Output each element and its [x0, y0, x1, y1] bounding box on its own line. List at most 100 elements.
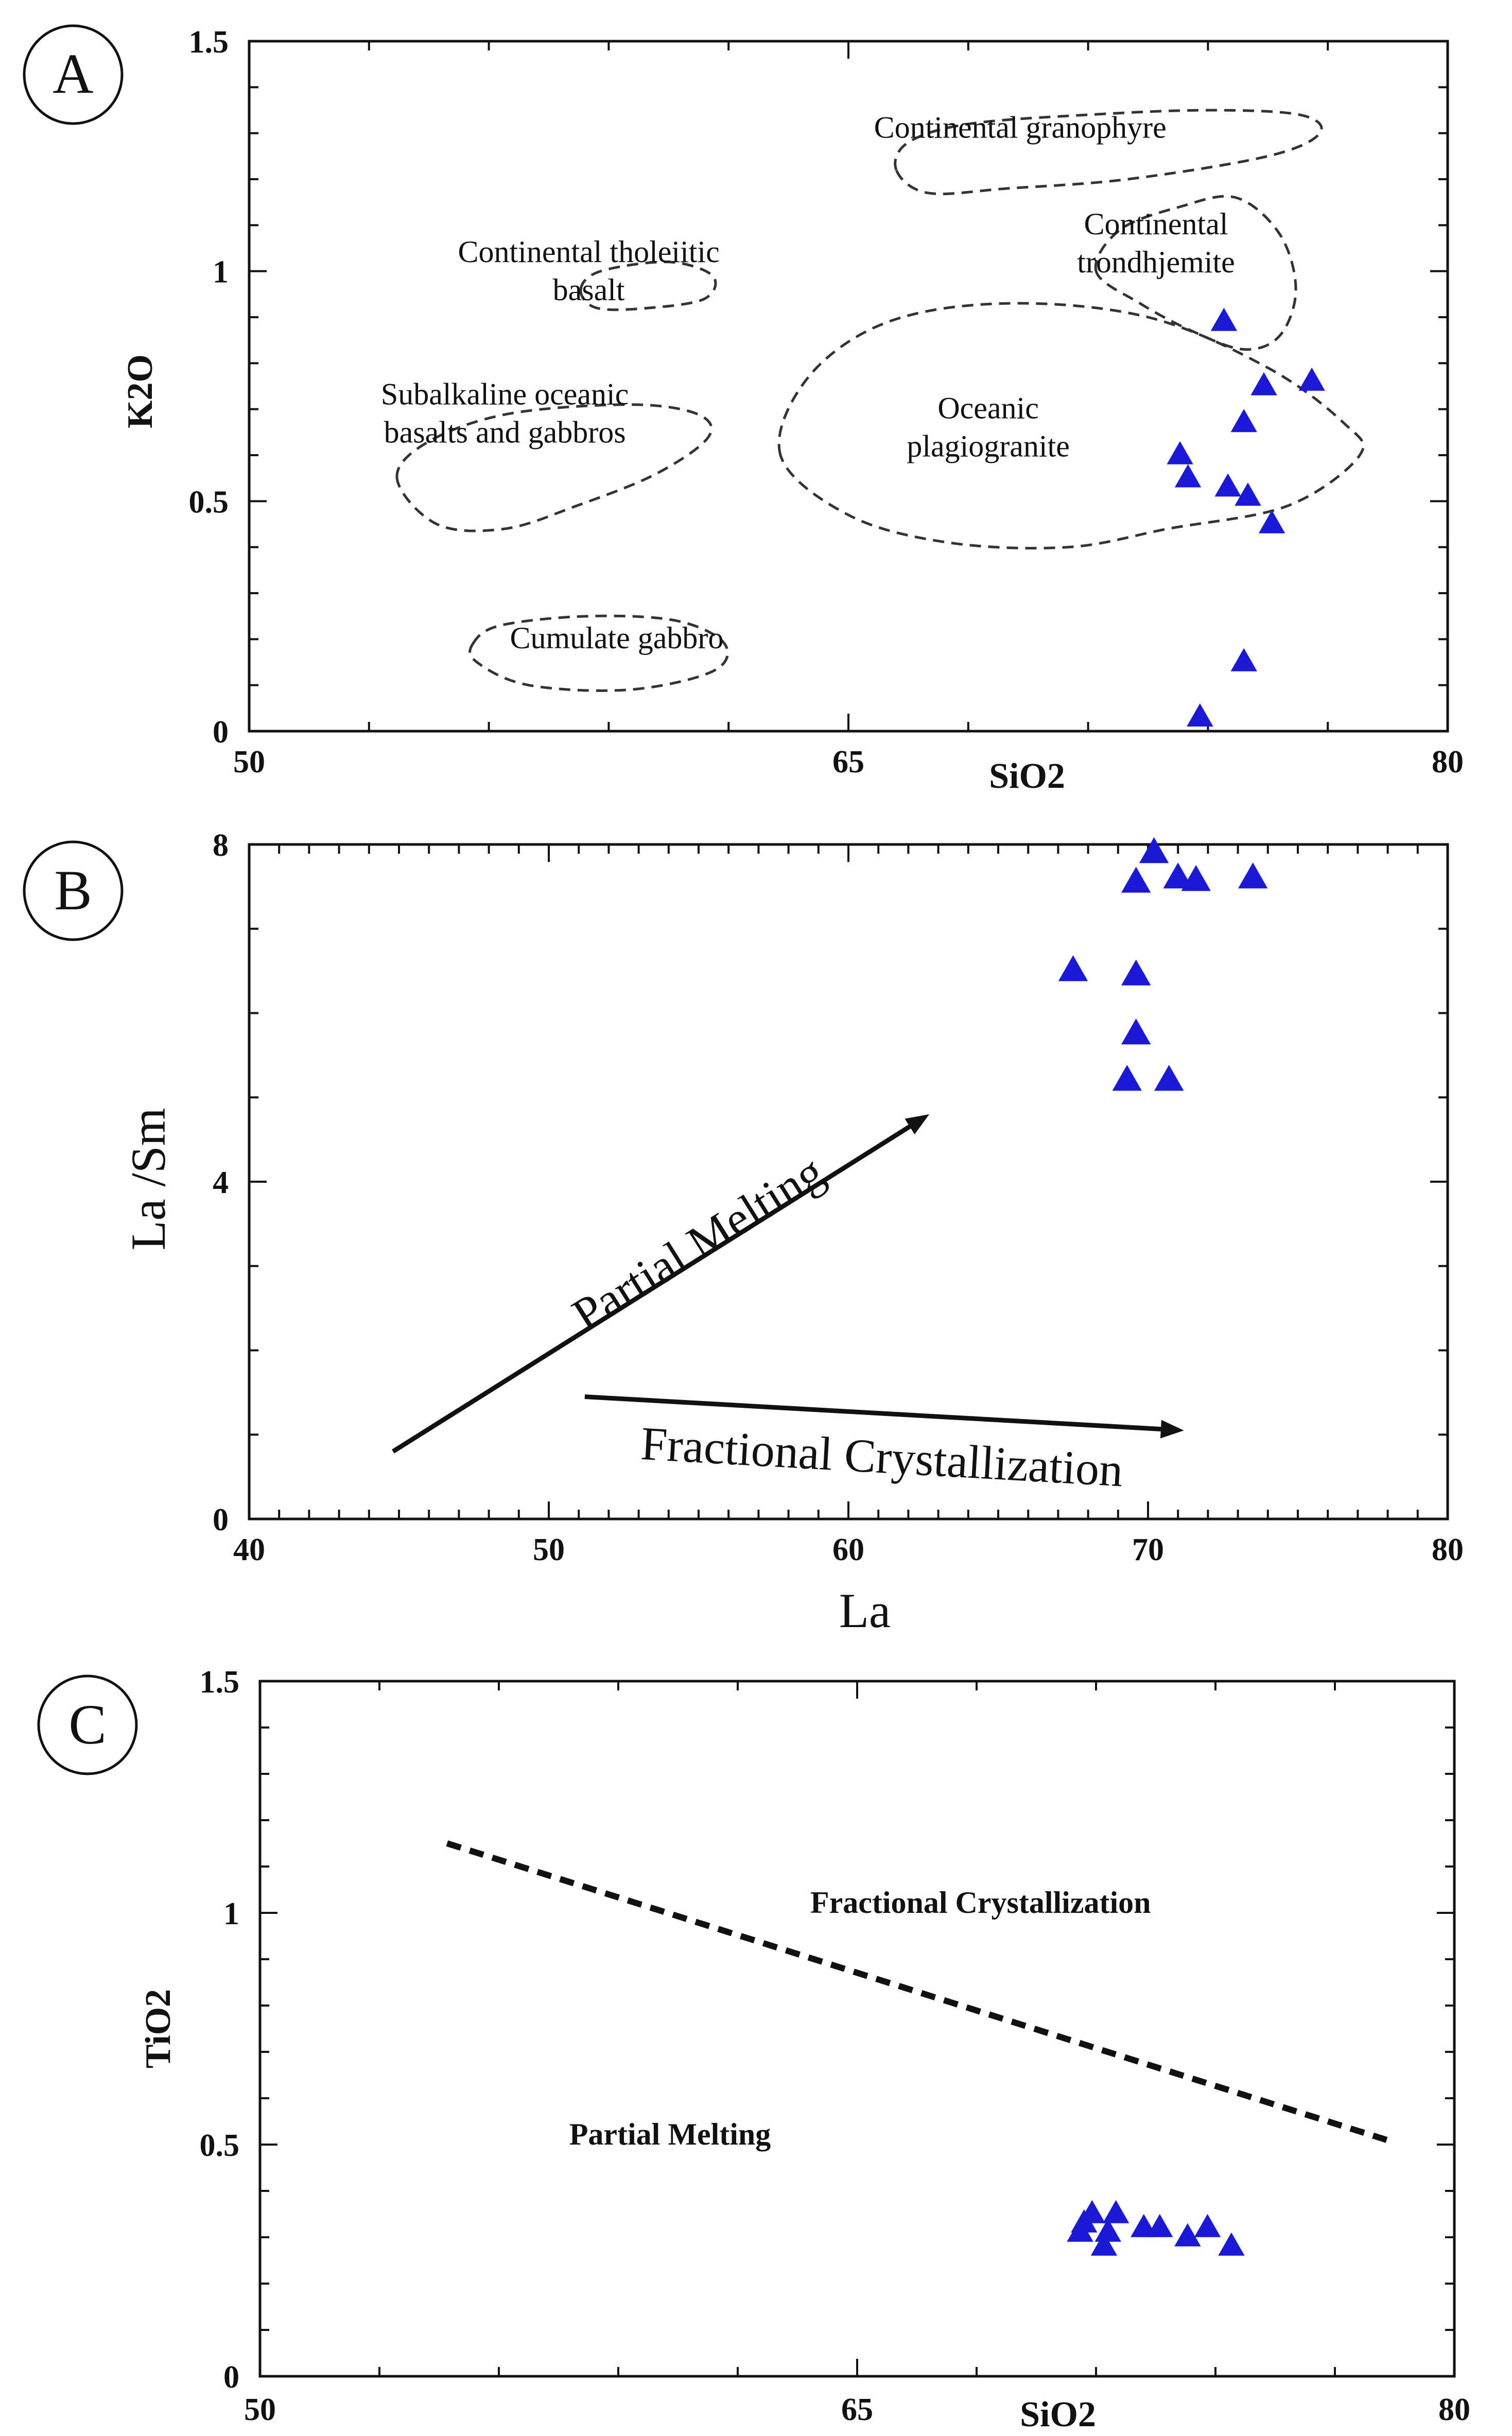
panel-b-label-circle [23, 840, 124, 941]
data-point-triangle [1214, 473, 1241, 497]
data-point-triangle [1146, 2214, 1173, 2237]
panel-b: B 40 50 60 70 80 0 4 8 Partial Melting Fractiona… [23, 828, 1464, 1638]
data-point-triangle [1121, 1018, 1151, 1045]
partial-melting-arrow-label: Partial Melting [563, 1145, 833, 1341]
data-point-triangle [1230, 409, 1257, 433]
partial-melting-arrow-line [391, 1125, 911, 1454]
data-point-triangle [1258, 510, 1285, 533]
data-point-triangle [1058, 955, 1088, 981]
field-label-continental-trondhjemite: trondhjemite [1077, 245, 1235, 279]
panel-a-y-axis-label: K2O [120, 354, 160, 428]
x-tick-label: 80 [1438, 2392, 1470, 2427]
panel-b-x-axis-label: La [839, 1583, 891, 1638]
field-label-continental-tholeiitic-basalt: Continental tholeiitic [458, 235, 719, 269]
y-tick-label: 0 [213, 1502, 229, 1537]
field-label-oceanic-plagiogranite: Oceanic [937, 391, 1039, 425]
panel-a-x-axis-label: SiO2 [989, 756, 1065, 796]
data-point-triangle [1194, 2214, 1221, 2237]
panel-a-fields: Continental granophyre Continental trondhj… [381, 109, 1365, 692]
data-point-triangle [1121, 959, 1151, 986]
data-point-triangle [1090, 2232, 1118, 2256]
panel-b-tick-labels: 40 50 60 70 80 0 4 8 [213, 828, 1464, 1567]
region-label-partial-melting: Partial Melting [569, 2117, 771, 2151]
y-tick-label: 1.5 [200, 1665, 240, 1700]
panel-c-plot-frame [258, 1680, 1456, 2378]
field-outline-continental-granophyre [894, 109, 1323, 196]
panel-a-markers [1167, 307, 1325, 727]
data-point-triangle [1154, 1065, 1184, 1091]
data-point-triangle [1218, 2232, 1245, 2256]
x-tick-label: 50 [244, 2392, 276, 2427]
y-tick-label: 0 [223, 2360, 239, 2395]
panel-a-ticks [248, 40, 1449, 732]
y-tick-label: 0 [213, 715, 229, 750]
data-point-triangle [1067, 2218, 1093, 2242]
partial-melting-arrow-head [905, 1114, 930, 1135]
field-label-cumulate-gabbro: Cumulate gabbro [510, 621, 723, 655]
panel-a-label-circle [23, 24, 124, 125]
fractional-crystallization-arrow-line [584, 1394, 1161, 1432]
data-point-triangle [1235, 482, 1261, 506]
field-outline-cumulate-gabbro [468, 614, 729, 692]
panel-a-label: A [53, 42, 93, 105]
data-point-triangle [1238, 862, 1268, 889]
x-tick-label: 65 [832, 745, 864, 780]
data-point-triangle [1298, 367, 1325, 391]
field-outline-continental-trondhjemite [1094, 195, 1297, 351]
data-point-triangle [1174, 2223, 1201, 2247]
field-outline-subalkaline-oceanic-basalts-gabbros [395, 403, 713, 532]
fractional-crystallization-arrow-head [1160, 1420, 1184, 1439]
field-label-continental-tholeiitic-basalt: basalt [553, 273, 625, 307]
panel-c-label-circle [37, 1674, 138, 1775]
field-label-subalkaline-oceanic-basalts-gabbros: basalts and gabbros [384, 416, 626, 450]
panel-c-y-axis-label: TiO2 [138, 1989, 178, 2068]
field-label-oceanic-plagiogranite: plagiogranite [907, 429, 1070, 463]
x-tick-label: 50 [233, 745, 265, 780]
panel-c-ticks [259, 1680, 1455, 2377]
data-point-triangle [1187, 703, 1213, 727]
data-point-triangle [1112, 1065, 1142, 1091]
y-tick-label: 0.5 [189, 485, 229, 520]
field-outline-oceanic-plagiogranite [777, 302, 1365, 550]
y-tick-label: 1.5 [189, 25, 229, 60]
x-tick-label: 50 [533, 1532, 565, 1567]
region-label-fractional-crystallization: Fractional Crystallization [810, 1886, 1151, 1920]
field-label-continental-trondhjemite: Continental [1084, 207, 1228, 241]
panel-b-ticks [248, 843, 1449, 1520]
panel-c: C 50 65 80 0 0.5 1 1.5 Fractional Crystallizat… [37, 1665, 1471, 2434]
data-point-triangle [1079, 2200, 1105, 2223]
data-point-triangle [1250, 372, 1277, 395]
x-tick-label: 65 [841, 2392, 873, 2427]
data-point-triangle [1174, 464, 1202, 488]
x-tick-label: 60 [832, 1532, 864, 1567]
y-tick-label: 4 [213, 1165, 229, 1200]
data-point-triangle [1121, 867, 1151, 893]
panel-c-region-labels: Fractional Crystallization Partial Meltin… [569, 1886, 1151, 2151]
panel-a-tick-labels: 50 65 80 0 0.5 1 1.5 [189, 25, 1464, 780]
data-point-triangle [1163, 862, 1193, 889]
y-tick-label: 8 [213, 828, 229, 863]
data-point-triangle [1181, 865, 1211, 891]
data-point-triangle [1139, 837, 1169, 863]
data-point-triangle [1102, 2200, 1129, 2223]
panel-b-markers [1058, 837, 1268, 1091]
y-tick-label: 1 [223, 1896, 239, 1931]
data-point-triangle [1210, 307, 1238, 331]
data-point-triangle [1167, 441, 1193, 464]
panel-c-markers [1067, 2200, 1245, 2256]
panel-a: A Continental granophyre Continental trond… [23, 24, 1464, 796]
panel-b-plot-frame [248, 843, 1449, 1521]
field-label-subalkaline-oceanic-basalts-gabbros: Subalkaline oceanic [381, 377, 629, 411]
field-label-continental-granophyre: Continental granophyre [874, 111, 1167, 145]
x-tick-label: 80 [1432, 1532, 1464, 1567]
panel-c-label: C [68, 1693, 106, 1756]
field-outline-continental-tholeiitic-basalt [579, 261, 717, 312]
x-tick-label: 80 [1432, 745, 1464, 780]
fractional-crystallization-arrow-label: Fractional Crystallization [639, 1417, 1124, 1497]
panel-b-arrows: Partial Melting Fractional Crystallizatio… [391, 1114, 1184, 1497]
panel-c-x-axis-label: SiO2 [1020, 2395, 1096, 2434]
x-tick-label: 40 [233, 1532, 265, 1567]
x-tick-label: 70 [1132, 1532, 1164, 1567]
panel-c-tick-labels: 50 65 80 0 0.5 1 1.5 [200, 1665, 1471, 2427]
